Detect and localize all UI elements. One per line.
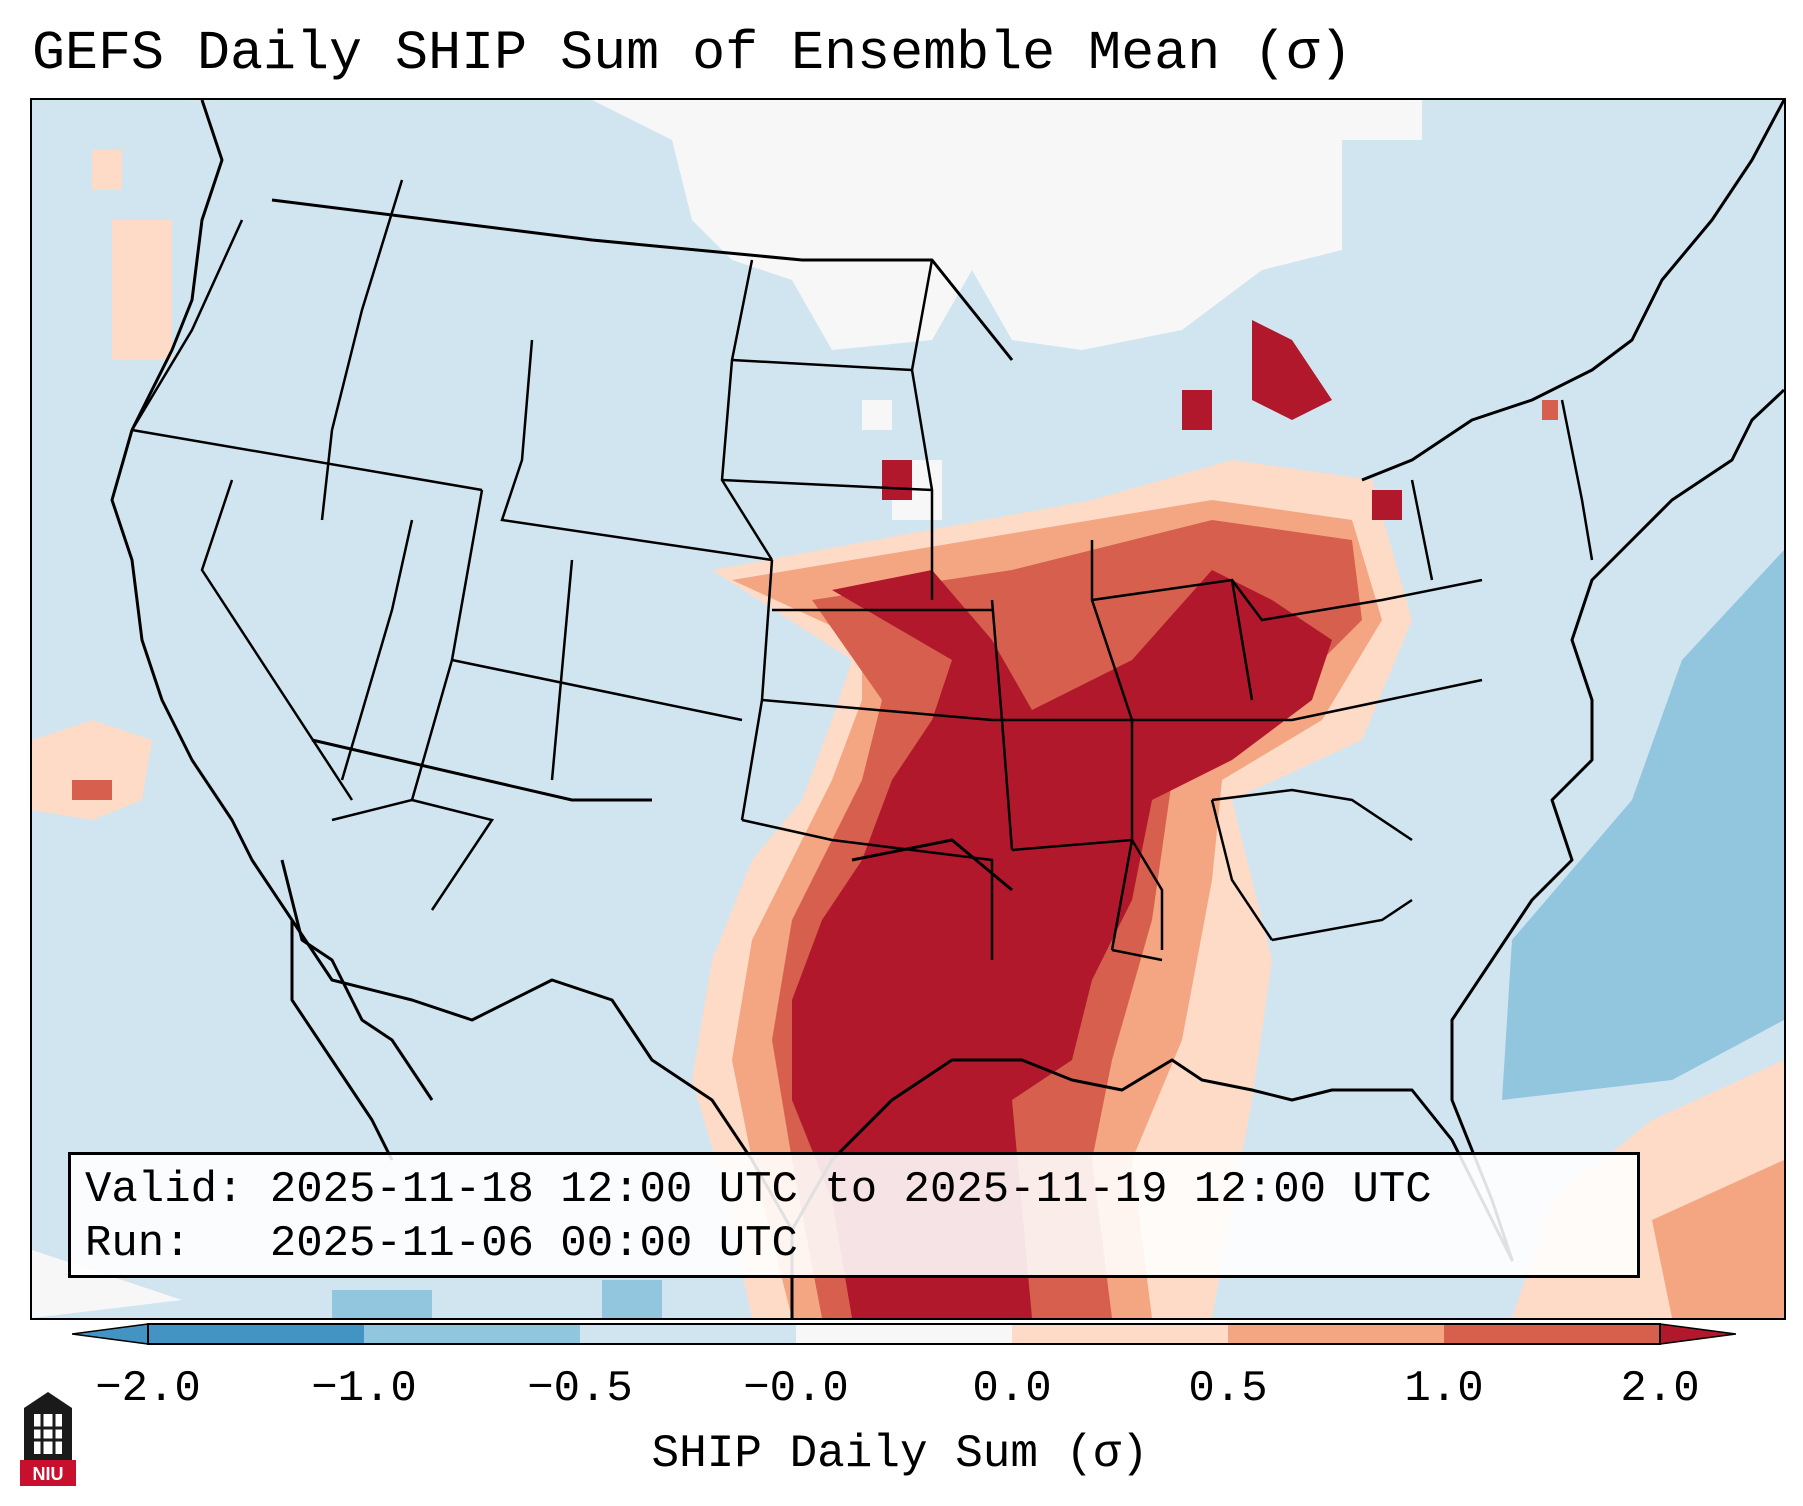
- colorbar-bin: [1444, 1324, 1660, 1344]
- colorbar-tick: 2.0: [1620, 1364, 1700, 1414]
- colorbar-tick: 0.0: [972, 1364, 1052, 1414]
- valid-label: Valid:: [85, 1165, 244, 1215]
- colorbar-tick: 0.5: [1188, 1364, 1268, 1414]
- colorbar-bin: [364, 1324, 580, 1344]
- colorbar-tick: −0.0: [743, 1364, 849, 1414]
- valid-run-box: Valid: 2025-11-18 12:00 UTC to 2025-11-1…: [68, 1152, 1640, 1278]
- colorbar-label: SHIP Daily Sum (σ): [651, 1428, 1149, 1480]
- colorbar-bin: [1012, 1324, 1228, 1344]
- valid-text: 2025-11-18 12:00 UTC to 2025-11-19 12:00…: [269, 1165, 1432, 1215]
- run-label: Run:: [85, 1219, 191, 1269]
- map-panel: Valid: 2025-11-18 12:00 UTC to 2025-11-1…: [30, 98, 1786, 1320]
- svg-text:NIU: NIU: [33, 1464, 64, 1484]
- state-borders: [130, 179, 1594, 962]
- colorbar-bin: [580, 1324, 796, 1344]
- colorbar-tick: −0.5: [527, 1364, 633, 1414]
- chart-title: GEFS Daily SHIP Sum of Ensemble Mean (σ): [32, 22, 1353, 85]
- colorbar-bin: [796, 1324, 1012, 1344]
- colorbar-tick: −1.0: [311, 1364, 417, 1414]
- colorbar-tick: −2.0: [95, 1364, 201, 1414]
- colorbar-extend-low: [72, 1323, 149, 1345]
- run-text: 2025-11-06 00:00 UTC: [269, 1219, 798, 1269]
- field-atlantic-negative: [1502, 550, 1784, 1100]
- niu-logo: NIU: [20, 1392, 76, 1486]
- field-near-zero: [592, 100, 1422, 520]
- colorbar-extend-high: [1659, 1323, 1736, 1345]
- colorbar: [72, 1323, 1736, 1345]
- colorbar-bin: [148, 1324, 364, 1344]
- colorbar-tick: 1.0: [1404, 1364, 1484, 1414]
- field-pacific-positive: [32, 150, 172, 820]
- field-plume-core: [792, 570, 1332, 1318]
- map-svg: [32, 100, 1784, 1318]
- colorbar-bin: [1228, 1324, 1444, 1344]
